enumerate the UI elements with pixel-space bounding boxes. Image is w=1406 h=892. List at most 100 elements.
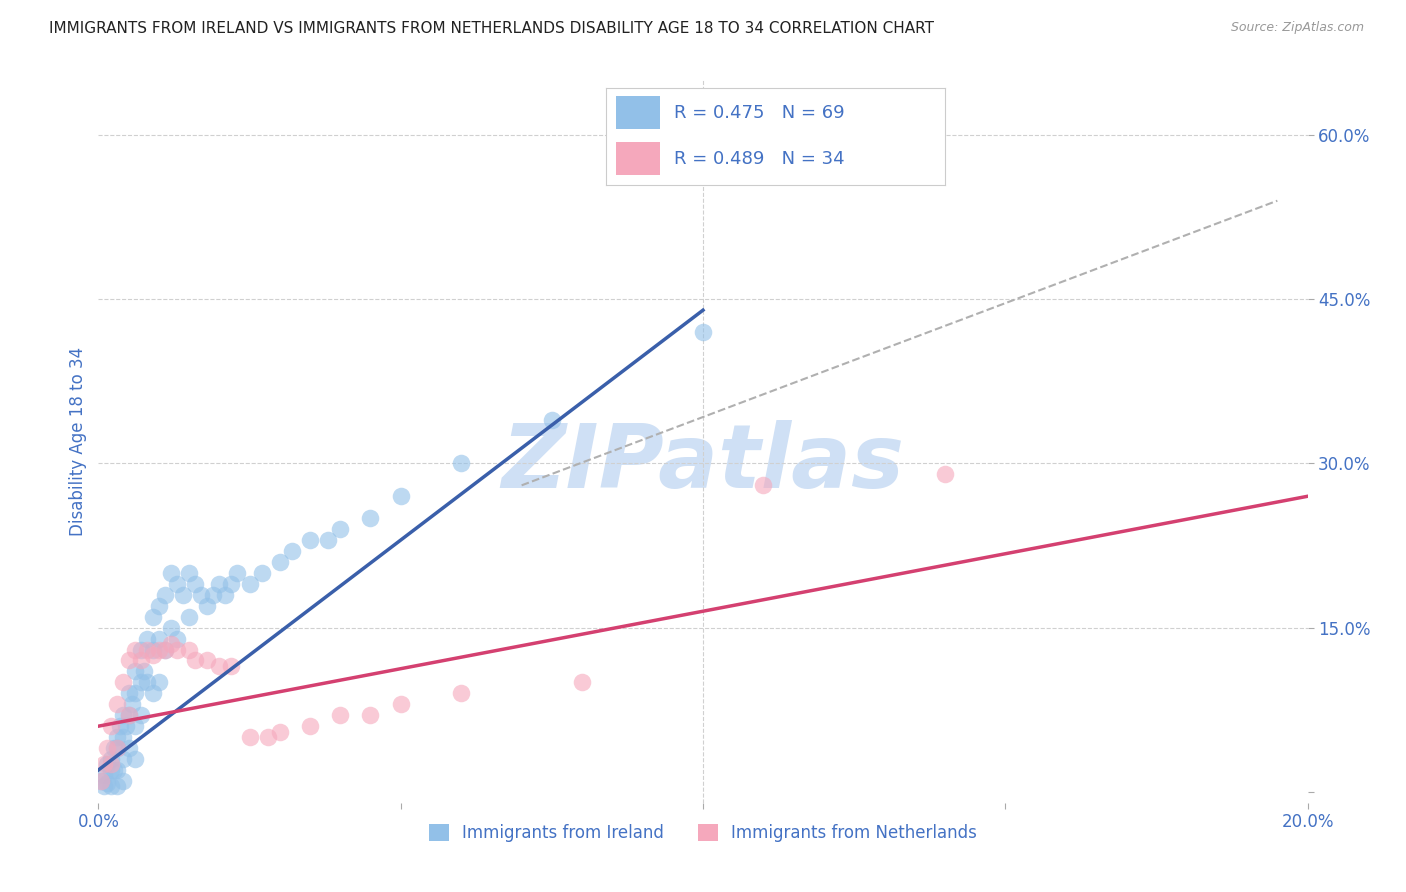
Point (360, 708, 382, 723)
Point (129, 708, 152, 723)
Point (184, 653, 207, 667)
Point (160, 566, 183, 580)
Point (692, 325, 714, 339)
Point (129, 675, 152, 690)
Point (316, 533, 339, 547)
Point (450, 686, 472, 700)
Point (100, 752, 122, 766)
Point (179, 609, 201, 624)
Point (148, 642, 170, 657)
Point (166, 632, 188, 646)
Point (103, 741, 125, 756)
Point (195, 653, 218, 667)
Point (124, 686, 146, 700)
Point (571, 675, 593, 690)
Point (108, 719, 131, 733)
Point (148, 599, 170, 613)
Point (105, 741, 128, 756)
Text: IMMIGRANTS FROM IRELAND VS IMMIGRANTS FROM NETHERLANDS DISABILITY AGE 18 TO 34 C: IMMIGRANTS FROM IRELAND VS IMMIGRANTS FR… (49, 21, 934, 36)
Point (239, 577, 262, 591)
Point (221, 659, 243, 673)
Point (184, 577, 207, 591)
Point (153, 588, 176, 602)
Point (121, 698, 143, 712)
Point (100, 757, 122, 772)
Point (96, 757, 118, 772)
Point (103, 763, 125, 777)
Point (105, 763, 128, 777)
Legend: Immigrants from Ireland, Immigrants from Netherlands: Immigrants from Ireland, Immigrants from… (422, 817, 984, 848)
Point (111, 675, 134, 690)
Point (160, 637, 183, 651)
Point (142, 642, 165, 657)
Text: ZIPatlas: ZIPatlas (502, 420, 904, 507)
Point (124, 665, 146, 679)
Point (195, 599, 218, 613)
Point (118, 708, 141, 723)
Point (281, 544, 304, 558)
Point (96, 776, 118, 790)
Point (100, 780, 122, 794)
Point (96, 741, 118, 756)
Point (179, 642, 201, 657)
Point (114, 719, 136, 733)
Point (148, 675, 170, 690)
Point (111, 752, 134, 766)
Point (148, 632, 170, 646)
Point (93, 768, 115, 782)
Point (135, 632, 157, 646)
Point (142, 609, 165, 624)
Point (389, 489, 412, 503)
Point (132, 665, 155, 679)
Point (172, 588, 194, 602)
Point (360, 511, 382, 525)
Point (111, 708, 134, 723)
Point (221, 577, 243, 591)
Point (93, 757, 115, 772)
Point (208, 577, 231, 591)
Point (118, 708, 141, 723)
Text: Source: ZipAtlas.com: Source: ZipAtlas.com (1230, 21, 1364, 34)
Point (269, 555, 291, 569)
Point (100, 719, 122, 733)
Point (214, 588, 236, 602)
Point (105, 730, 128, 744)
Point (124, 642, 146, 657)
Point (450, 457, 472, 471)
Point (90, 773, 112, 788)
Point (135, 642, 157, 657)
Point (118, 686, 141, 700)
Point (540, 412, 562, 426)
Point (153, 642, 176, 657)
Point (129, 642, 152, 657)
Point (124, 719, 146, 733)
Point (111, 773, 134, 788)
Point (179, 566, 201, 580)
Point (129, 653, 152, 667)
Point (250, 566, 273, 580)
Point (166, 577, 188, 591)
Point (118, 741, 141, 756)
Point (934, 467, 956, 482)
Point (105, 780, 128, 794)
Point (142, 648, 165, 662)
Point (160, 621, 183, 635)
Point (329, 708, 352, 723)
Point (202, 588, 225, 602)
Point (299, 719, 322, 733)
Point (142, 686, 165, 700)
Point (226, 566, 249, 580)
Point (269, 724, 291, 739)
Point (329, 522, 352, 536)
Point (752, 478, 775, 492)
Point (93, 780, 115, 794)
Point (208, 659, 231, 673)
Point (166, 642, 188, 657)
Point (124, 752, 146, 766)
Point (100, 763, 122, 777)
Point (118, 653, 141, 667)
Point (111, 730, 134, 744)
Point (389, 698, 412, 712)
Point (90, 773, 112, 788)
Point (135, 675, 157, 690)
